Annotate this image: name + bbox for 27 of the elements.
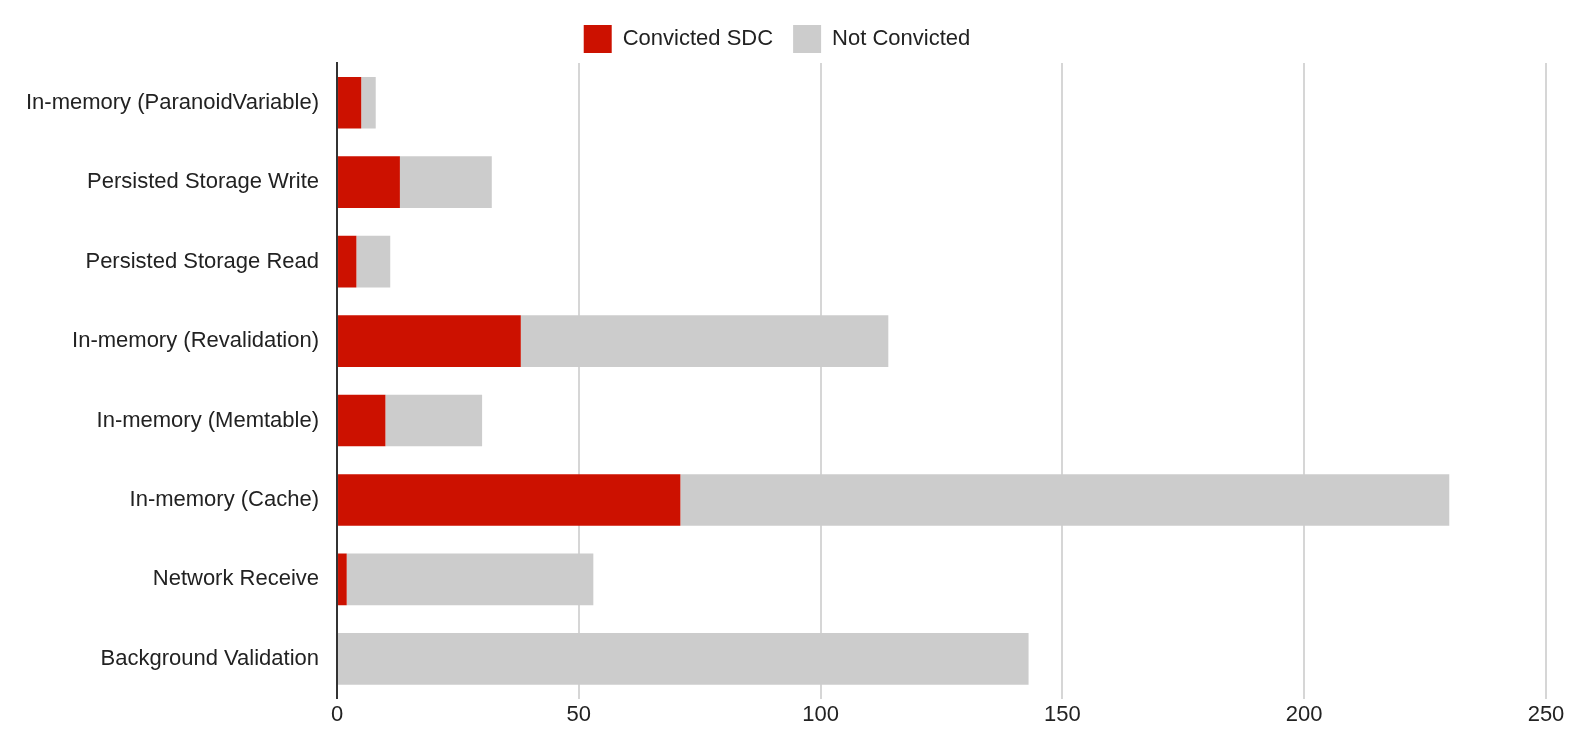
bar xyxy=(385,394,483,447)
x-tick-label: 50 xyxy=(566,700,592,726)
legend-label: Convicted SDC xyxy=(622,25,774,51)
bar xyxy=(338,474,681,526)
y-tick-label: In-memory (ParanoidVariable) xyxy=(25,88,320,114)
y-tick-label: Persisted Storage Write xyxy=(87,168,320,194)
bar xyxy=(338,235,357,288)
bar xyxy=(361,76,376,129)
bar xyxy=(338,315,521,367)
bar xyxy=(338,76,362,129)
bar xyxy=(338,553,347,606)
y-tick-label: In-memory (Memtable) xyxy=(96,406,320,432)
y-tick-label: Network Receive xyxy=(152,565,320,591)
bar xyxy=(399,156,492,208)
y-tick-label: In-memory (Cache) xyxy=(129,486,320,512)
legend-label: Not Convicted xyxy=(832,25,971,51)
x-tick-label: 0 xyxy=(330,700,344,726)
x-tick-label: 250 xyxy=(1527,700,1565,726)
x-tick-label: 200 xyxy=(1285,700,1323,726)
y-tick-label: Persisted Storage Read xyxy=(85,247,320,273)
y-tick-label: In-memory (Revalidation) xyxy=(72,327,320,353)
bar xyxy=(356,235,391,288)
y-tick-label: Background Validation xyxy=(100,644,320,670)
bar xyxy=(338,156,400,208)
x-tick-label: 100 xyxy=(802,700,839,726)
bar xyxy=(338,394,386,447)
x-tick-label: 150 xyxy=(1044,700,1081,726)
